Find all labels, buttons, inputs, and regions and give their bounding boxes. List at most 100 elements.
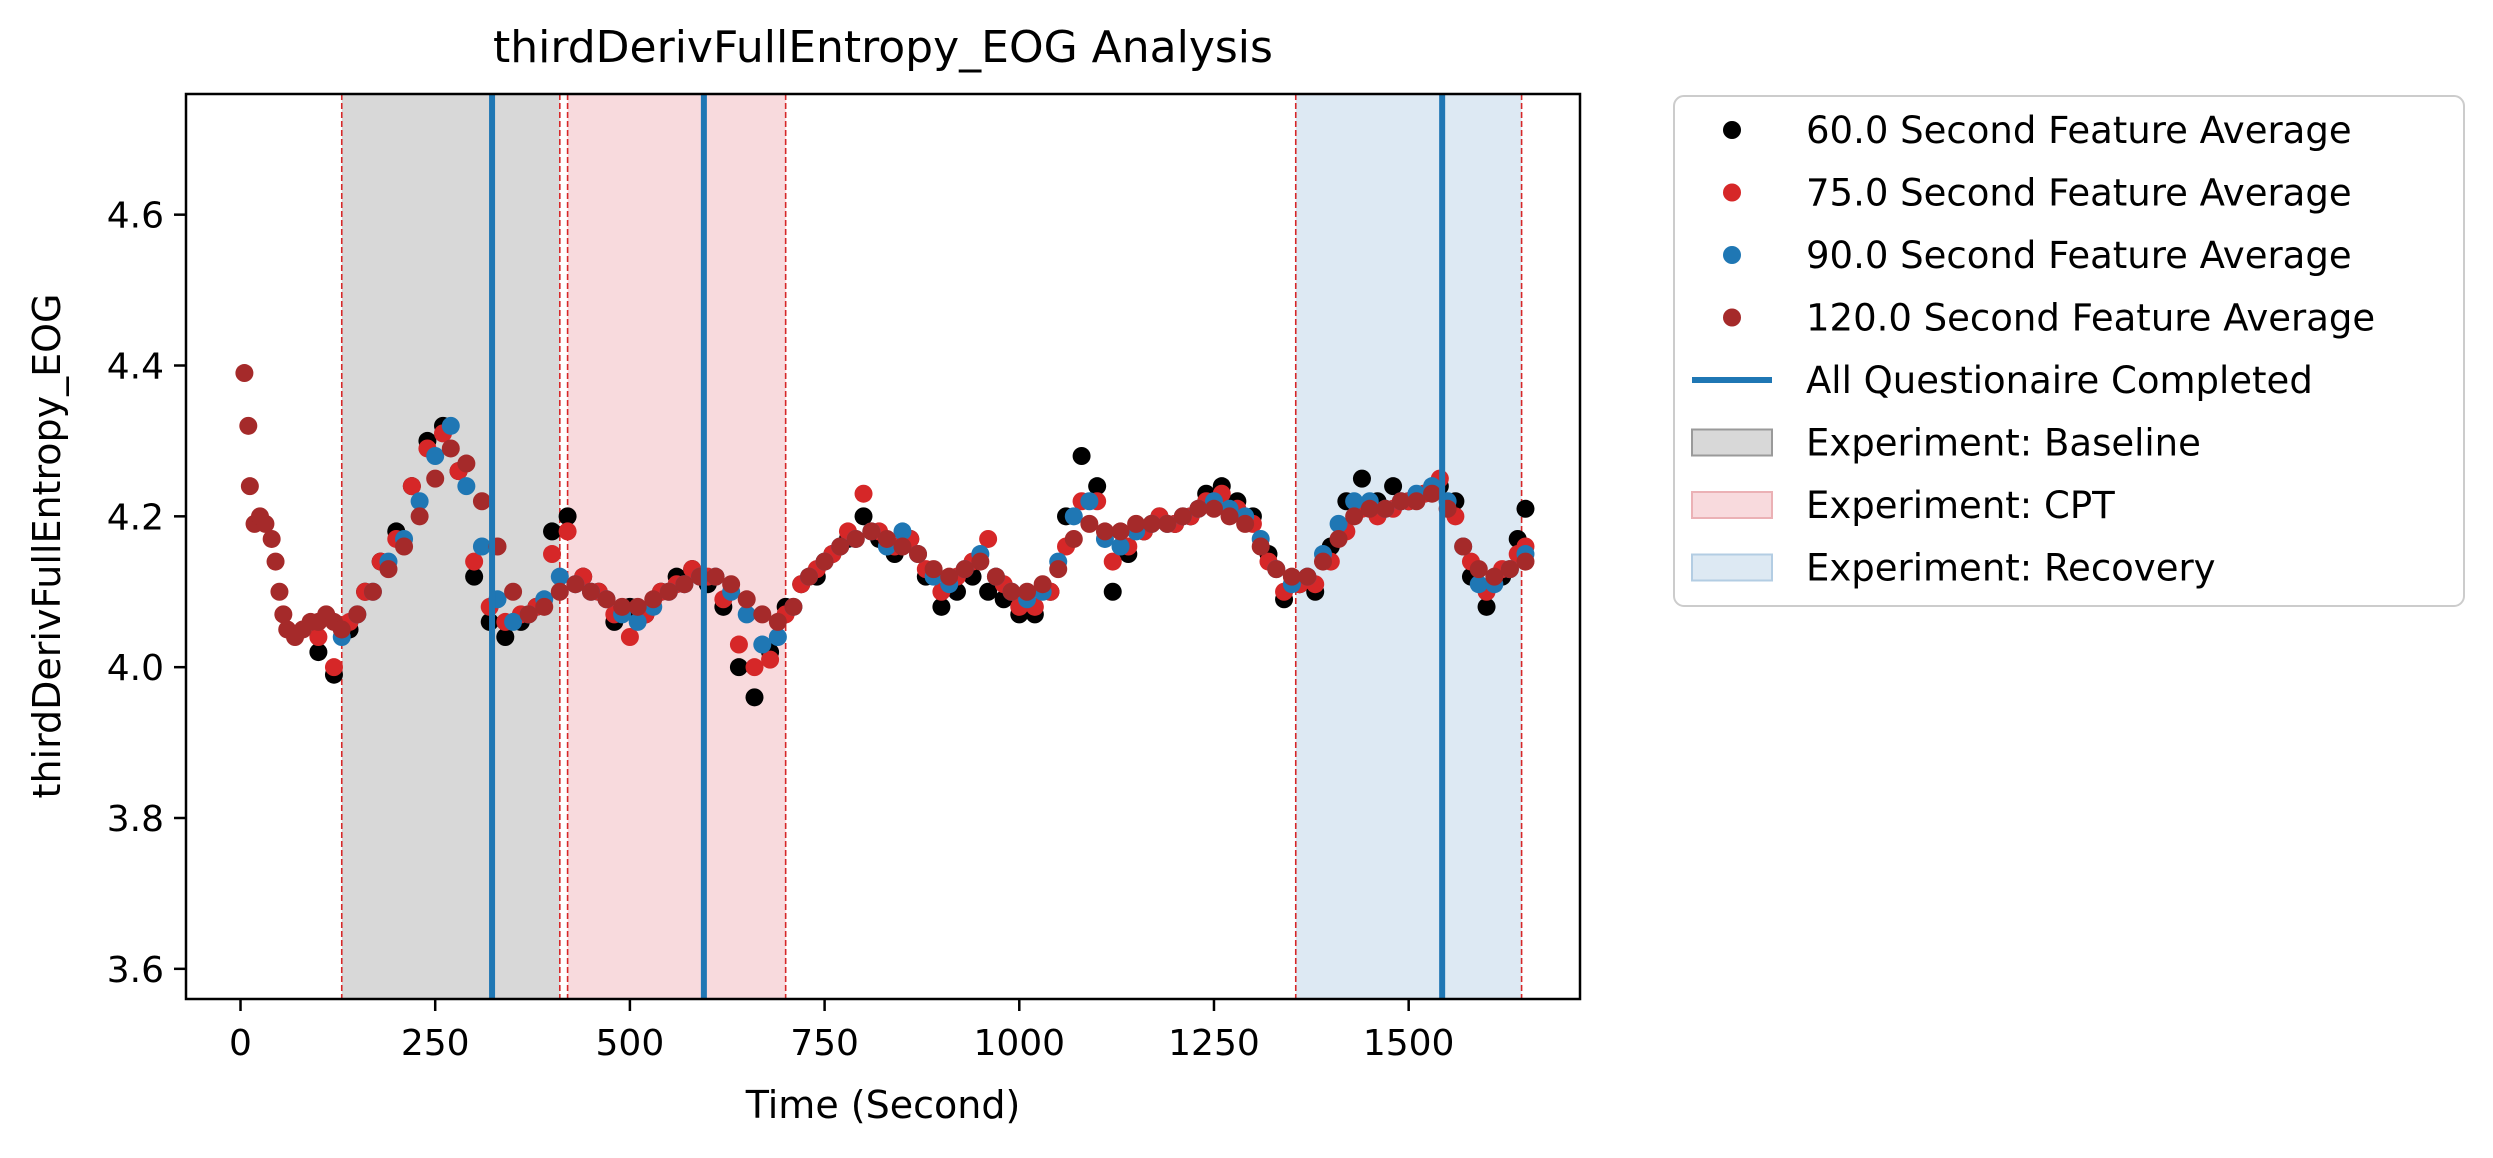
series-3-point-23 (426, 469, 445, 488)
series-3-point-71 (1173, 507, 1192, 526)
series-3-point-89 (1454, 537, 1473, 556)
series-3-point-93 (1516, 552, 1535, 571)
series-1-point-20 (620, 628, 639, 646)
series-1-point-29 (761, 650, 780, 669)
legend-marker-0 (1723, 121, 1741, 139)
legend-label-1: 75.0 Second Feature Average (1806, 172, 2352, 215)
series-3-point-34 (597, 590, 616, 609)
series-2-point-9 (472, 537, 491, 556)
series-3-point-67 (1111, 522, 1130, 541)
plot-area (235, 94, 1535, 999)
x-tick-label-3: 750 (790, 1023, 859, 1064)
series-3-point-19 (363, 582, 382, 601)
series-0-point-69 (1384, 477, 1403, 496)
series-3-point-33 (581, 582, 600, 601)
region-0 (341, 94, 560, 999)
legend-frame (1673, 95, 2465, 607)
x-tick-label-5: 1250 (1168, 1023, 1260, 1064)
x-axis-label: Time (Second) (745, 1083, 1021, 1127)
series-3-point-58 (971, 552, 990, 571)
legend-label-5: Experiment: Baseline (1806, 422, 2201, 465)
series-0-point-67 (1352, 469, 1371, 488)
y-tick-label-4: 4.4 (107, 347, 164, 388)
series-3-point-31 (550, 582, 569, 601)
series-3-point-52 (877, 529, 896, 548)
series-3-point-29 (519, 605, 538, 624)
series-3-point-32 (566, 575, 585, 594)
series-2-point-27 (753, 635, 772, 654)
chart-title: thirdDerivFullEntropy_EOG Analysis (493, 22, 1273, 73)
legend-label-2: 90.0 Second Feature Average (1806, 234, 2352, 277)
legend: 60.0 Second Feature Average 75.0 Second F… (1673, 95, 2465, 607)
series-0-point-12 (496, 628, 515, 646)
series-3-point-56 (940, 567, 959, 586)
series-3-point-51 (862, 522, 881, 541)
series-3-point-35 (613, 597, 632, 616)
series-3-point-41 (706, 567, 725, 586)
x-tick-label-6: 1500 (1363, 1023, 1455, 1064)
series-3-point-85 (1391, 492, 1410, 511)
series-2-point-50 (1111, 537, 1130, 556)
series-0-point-78 (1516, 499, 1535, 518)
series-0-point-50 (1088, 477, 1107, 496)
y-axis-label: thirdDerivFullEntropy_EOG (25, 294, 69, 799)
legend-label-7: Experiment: Recovery (1806, 547, 2216, 590)
series-2-point-19 (628, 612, 647, 631)
y-tick-label-2: 4.0 (107, 648, 164, 689)
series-3-point-57 (955, 560, 974, 579)
series-2-point-65 (1345, 492, 1364, 511)
series-3-point-30 (535, 597, 554, 616)
series-0-point-15 (543, 522, 562, 541)
series-3-point-54 (909, 545, 928, 564)
series-3-point-43 (737, 590, 756, 609)
series-3-point-21 (395, 537, 414, 556)
series-3-point-6 (262, 529, 281, 548)
series-2-point-11 (504, 612, 523, 631)
series-3-point-83 (1360, 499, 1379, 518)
series-1-point-51 (1103, 552, 1122, 571)
series-3-point-49 (831, 537, 850, 556)
series-3-point-87 (1423, 484, 1442, 503)
series-3-point-22 (410, 507, 429, 526)
series-3-point-73 (1204, 499, 1223, 518)
y-tick-label-3: 4.2 (107, 497, 164, 538)
series-1-point-28 (745, 658, 764, 677)
series-1-point-16 (558, 522, 577, 541)
series-1-point-15 (543, 545, 562, 564)
series-2-point-64 (1329, 514, 1348, 533)
series-3-point-55 (924, 560, 943, 579)
region-1 (567, 94, 786, 999)
x-tick-label-1: 250 (401, 1023, 470, 1064)
plot-frame (184, 92, 1582, 1001)
series-3-point-17 (332, 620, 351, 639)
legend-label-3: 120.0 Second Feature Average (1806, 297, 2375, 340)
series-3-point-44 (753, 605, 772, 624)
series-2-point-5 (410, 492, 429, 511)
series-3-point-1 (239, 416, 258, 435)
series-2-point-26 (737, 605, 756, 624)
series-3-point-48 (815, 552, 834, 571)
series-2-point-7 (441, 416, 460, 435)
series-3-point-75 (1236, 514, 1255, 533)
series-1-point-27 (729, 635, 748, 654)
series-3-point-9 (274, 605, 293, 624)
series-3-point-70 (1158, 514, 1177, 533)
series-3-point-28 (504, 582, 523, 601)
series-1-point-43 (979, 529, 998, 548)
series-3-point-72 (1189, 499, 1208, 518)
series-2-point-47 (1064, 507, 1083, 526)
series-3-point-42 (722, 575, 741, 594)
legend-marker-2 (1723, 246, 1741, 264)
series-3-point-45 (768, 612, 787, 631)
series-0-point-0 (309, 643, 328, 662)
series-0-point-51 (1103, 582, 1122, 601)
series-3-point-60 (1002, 582, 1021, 601)
x-tick-label-2: 500 (596, 1023, 665, 1064)
x-tick-label-0: 0 (229, 1023, 252, 1064)
legend-marker-5 (1691, 428, 1773, 457)
y-tick-label-0: 3.6 (107, 950, 164, 991)
series-3-point-50 (846, 529, 865, 548)
series-3-point-26 (472, 492, 491, 511)
series-0-point-10 (465, 567, 484, 586)
series-2-point-36 (893, 522, 912, 541)
